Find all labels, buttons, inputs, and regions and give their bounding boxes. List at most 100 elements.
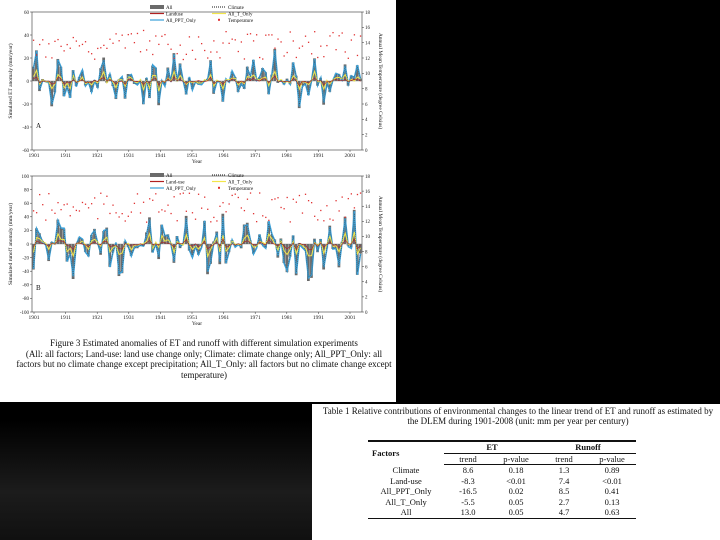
temperature-marker bbox=[32, 39, 35, 41]
y2-axis-label: Annual Mean Temperature (degree Celsius) bbox=[377, 196, 384, 293]
temperature-marker bbox=[66, 43, 68, 46]
temperature-marker bbox=[48, 43, 50, 45]
all-ppt-only-line bbox=[32, 211, 362, 280]
temperature-marker bbox=[252, 40, 255, 42]
all-bar bbox=[178, 63, 182, 81]
temperature-marker bbox=[84, 41, 87, 43]
temperature-marker bbox=[222, 202, 224, 204]
y-axis-label: Simulated ET anomaly (mm/year) bbox=[7, 43, 14, 118]
temperature-marker bbox=[149, 40, 151, 42]
temperature-marker bbox=[213, 216, 215, 219]
x-tick-label: 1961 bbox=[218, 153, 229, 159]
temperature-marker bbox=[216, 51, 218, 53]
all-bar bbox=[322, 81, 326, 105]
table-row: All_T_Only -5.5 0.05 2.7 0.13 bbox=[368, 497, 636, 508]
legend-swatch bbox=[150, 5, 164, 9]
temperature-marker bbox=[326, 205, 328, 207]
all-bar bbox=[294, 244, 298, 276]
temperature-marker bbox=[210, 51, 212, 53]
y-tick-label: -20 bbox=[22, 103, 29, 108]
factor-cell: All_PPT_Only bbox=[380, 486, 432, 497]
legend-label: All_PPT_Only bbox=[166, 19, 197, 24]
caption-body: (All: all factors; Land-use: land use ch… bbox=[16, 348, 392, 380]
temperature-marker bbox=[359, 35, 362, 37]
all-bar bbox=[285, 244, 289, 273]
temperature-marker bbox=[97, 218, 99, 220]
landuse-line bbox=[33, 75, 361, 87]
legend-label: All_T_Only bbox=[228, 12, 253, 17]
temperature-marker bbox=[78, 45, 81, 47]
temperature-marker bbox=[231, 38, 233, 40]
all-bar bbox=[313, 58, 316, 81]
x-tick-label: 1991 bbox=[313, 153, 324, 159]
legend-swatch bbox=[218, 186, 220, 189]
temperature-marker bbox=[136, 193, 139, 195]
all-bar bbox=[80, 70, 84, 81]
all-bar bbox=[145, 232, 148, 244]
table-row: Climate 8.6 0.18 1.3 0.89 bbox=[368, 465, 636, 476]
temperature-marker bbox=[139, 51, 142, 53]
legend-label: Climate bbox=[228, 6, 245, 11]
temperature-marker bbox=[72, 206, 74, 208]
table-subheader-row: trend p-value trend p-value bbox=[368, 453, 636, 465]
temperature-marker bbox=[304, 193, 307, 195]
x-tick-label: 1941 bbox=[155, 315, 166, 321]
all-bar bbox=[221, 81, 225, 102]
temperature-marker bbox=[66, 203, 68, 205]
x-axis-label: Year bbox=[192, 159, 202, 165]
y-tick-label: -20 bbox=[22, 256, 29, 261]
legend-label: Land-use bbox=[166, 180, 185, 185]
all-bar bbox=[343, 216, 347, 244]
temperature-marker bbox=[326, 44, 328, 47]
temperature-marker bbox=[262, 215, 264, 217]
x-tick-label: 1931 bbox=[123, 153, 134, 159]
temperature-marker bbox=[121, 213, 123, 215]
temperature-marker bbox=[225, 211, 227, 213]
temperature-marker bbox=[100, 47, 102, 49]
table-row: All_PPT_Only -16.5 0.02 8.5 0.41 bbox=[368, 486, 636, 497]
temperature-marker bbox=[255, 220, 258, 223]
temperature-marker bbox=[353, 34, 356, 36]
temperature-marker bbox=[231, 194, 233, 197]
all-bar bbox=[355, 65, 359, 81]
temperature-marker bbox=[182, 192, 184, 194]
temperature-marker bbox=[200, 42, 203, 45]
all-bar bbox=[87, 244, 90, 257]
temperature-marker bbox=[228, 203, 230, 205]
temperature-marker bbox=[57, 202, 59, 204]
y-tick-label: 60 bbox=[24, 202, 30, 207]
runoff-trend-cell: 8.5 bbox=[558, 486, 570, 497]
temperature-marker bbox=[63, 50, 65, 52]
table-body: Climate 8.6 0.18 1.3 0.89 Land-use -8.3 <0.01 7.… bbox=[368, 465, 636, 519]
temperature-marker bbox=[240, 207, 243, 209]
y2-tick-label: 18 bbox=[365, 11, 371, 16]
y-tick-label: -60 bbox=[22, 149, 29, 154]
temperature-marker bbox=[286, 51, 288, 54]
temperature-marker bbox=[63, 204, 65, 206]
table-image: Table 1 Relative contributions of enviro… bbox=[312, 404, 720, 540]
all-bar bbox=[47, 244, 51, 262]
runoff-trend-cell: 2.7 bbox=[558, 496, 570, 507]
y-tick-label: -60 bbox=[22, 284, 29, 289]
temperature-marker bbox=[317, 219, 319, 221]
legend-label: Climate bbox=[228, 174, 245, 179]
temperature-marker bbox=[344, 216, 346, 218]
contribution-table: Factors ET Runoff trend p-value trend p-… bbox=[368, 440, 636, 519]
temperature-marker bbox=[347, 57, 349, 59]
x-tick-label: 1981 bbox=[281, 153, 292, 159]
runoff-trend-cell: 7.4 bbox=[558, 475, 570, 486]
temperature-marker bbox=[161, 209, 163, 211]
runoff-pvalue-cell: <0.01 bbox=[602, 475, 622, 486]
temperature-marker bbox=[167, 43, 169, 46]
y-axis-label: Simulated runoff anomaly (mm/year) bbox=[7, 203, 14, 285]
temperature-marker bbox=[314, 215, 316, 217]
temperature-marker bbox=[298, 47, 301, 49]
y-tick-label: 80 bbox=[24, 188, 30, 193]
all-bar bbox=[273, 48, 277, 81]
temperature-marker bbox=[320, 45, 322, 47]
temperature-marker bbox=[207, 57, 209, 59]
all-bar bbox=[32, 66, 35, 81]
all-bar bbox=[59, 227, 63, 244]
temperature-marker bbox=[158, 43, 160, 46]
